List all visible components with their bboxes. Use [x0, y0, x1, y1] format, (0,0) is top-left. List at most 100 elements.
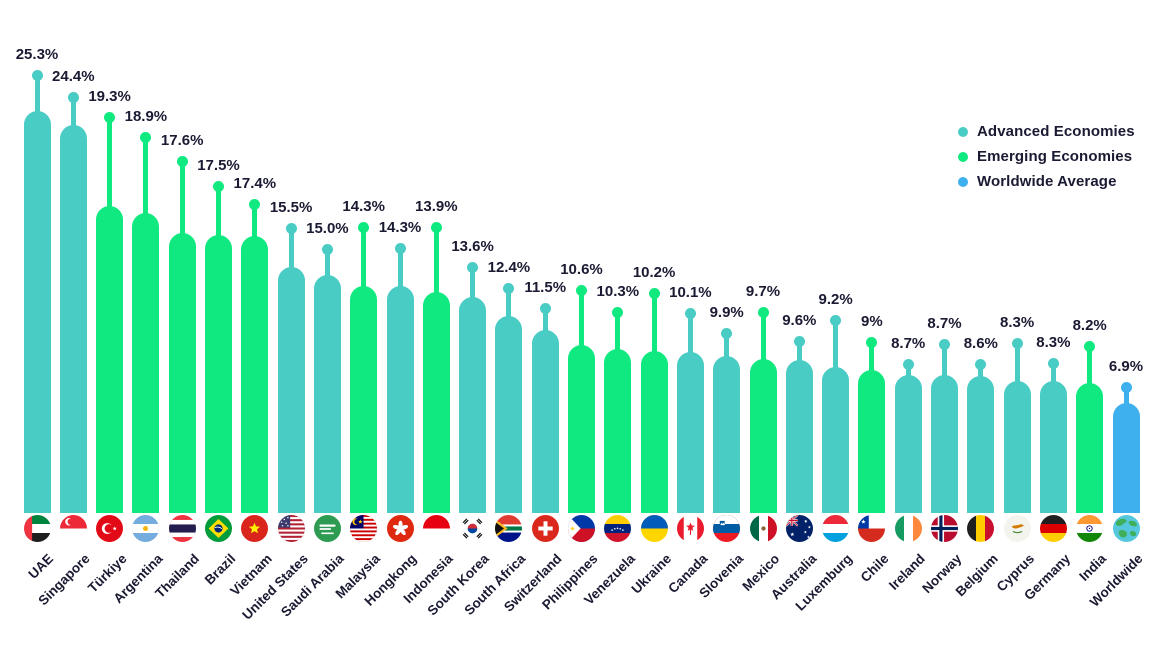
value-label-malaysia: 14.3%: [342, 198, 385, 215]
flag-icon-uae: [23, 515, 51, 542]
pin-dot-belgium: [975, 358, 987, 370]
value-label-united-states: 15.5%: [269, 199, 313, 216]
pin-stem-argentina: [143, 137, 149, 229]
legend-label-advanced: Advanced Economies: [977, 123, 1135, 140]
value-label-philippines: 10.6%: [560, 261, 603, 278]
pin-stem-philippines: [579, 290, 584, 361]
bar-philippines: [568, 344, 595, 513]
bar-germany: [1039, 381, 1067, 513]
pin-dot-cyprus: [1011, 337, 1023, 349]
bar-argentina: [132, 212, 160, 513]
flag-icon-switzerland: [531, 515, 559, 542]
pin-stem-saudi-arabia: [324, 249, 330, 291]
value-label-chile: 9%: [861, 313, 883, 330]
pin-stem-india: [1087, 346, 1093, 399]
pin-stem-cyprus: [1014, 343, 1020, 397]
pin-dot-indonesia: [430, 221, 442, 233]
pin-stem-canada: [687, 313, 693, 369]
flag-icon-germany: [1039, 515, 1067, 542]
pin-stem-slovenia: [724, 333, 730, 372]
pin-stem-hongkong: [397, 248, 403, 302]
flag-icon-thailand: [168, 515, 196, 542]
flag-icon-india: [1076, 515, 1104, 542]
pin-stem-uae: [34, 75, 40, 127]
flag-icon-south-korea: [459, 515, 487, 542]
flag-icon-luxemburg: [822, 515, 850, 542]
pin-stem-switzerland: [542, 308, 548, 347]
bar-uae: [23, 110, 51, 513]
pin-stem-south-africa: [506, 288, 512, 332]
flag-icon-turkiye: [96, 515, 124, 542]
value-label-south-korea: 13.6%: [451, 238, 494, 255]
flag-icon-canada: [676, 515, 704, 542]
pin-dot-india: [1084, 340, 1096, 352]
value-label-australia: 9.6%: [782, 312, 817, 329]
pin-dot-malaysia: [358, 221, 370, 233]
pin-dot-worldwide: [1120, 381, 1132, 393]
flag-icon-norway: [931, 515, 958, 542]
legend-dot-emerging-icon: [958, 151, 968, 162]
pin-stem-brazil: [216, 186, 221, 251]
flag-icon-chile: [858, 515, 886, 542]
bar-ukraine: [640, 350, 668, 513]
pin-dot-turkiye: [104, 111, 116, 123]
flag-icon-vietnam: [241, 515, 269, 542]
pin-stem-singapore: [70, 97, 76, 141]
legend-item-worldwide: Worldwide Average: [958, 174, 1135, 189]
bar-cyprus: [1003, 381, 1031, 513]
pin-stem-malaysia: [361, 227, 367, 302]
legend-item-advanced: Advanced Economies: [958, 124, 1135, 139]
flag-icon-argentina: [132, 515, 160, 542]
flag-icon-ukraine: [640, 515, 668, 542]
pin-stem-ukraine: [651, 293, 657, 367]
value-label-cyprus: 8.3%: [999, 314, 1035, 331]
flag-icon-slovenia: [713, 515, 741, 542]
pin-stem-south-korea: [470, 267, 476, 313]
pin-stem-mexico: [760, 312, 766, 375]
pin-dot-philippines: [576, 284, 587, 296]
pin-dot-argentina: [140, 131, 152, 143]
bar-united-states: [277, 266, 305, 513]
pin-dot-germany: [1047, 357, 1059, 369]
pin-stem-australia: [796, 341, 802, 377]
bar-thailand: [168, 233, 196, 513]
value-label-south-africa: 12.4%: [487, 259, 531, 276]
value-label-uae: 25.3%: [15, 46, 59, 63]
bar-saudi-arabia: [313, 274, 341, 513]
bar-indonesia: [422, 292, 450, 513]
pin-dot-south-africa: [503, 282, 515, 294]
flag-icon-cyprus: [1003, 515, 1031, 542]
flag-icon-saudi-arabia: [313, 515, 341, 542]
pin-dot-uae: [31, 69, 43, 81]
flag-icon-ireland: [894, 515, 922, 542]
pin-stem-united-states: [288, 228, 294, 283]
bar-india: [1076, 382, 1104, 513]
bar-slovenia: [713, 355, 741, 513]
value-label-switzerland: 11.5%: [524, 279, 567, 296]
pin-stem-luxemburg: [833, 320, 839, 383]
legend-dot-advanced-icon: [958, 126, 968, 137]
flag-icon-hongkong: [386, 515, 414, 542]
value-label-belgium: 8.6%: [963, 335, 998, 352]
bar-turkiye: [96, 206, 124, 513]
pin-dot-hongkong: [394, 242, 406, 254]
pin-dot-vietnam: [249, 198, 261, 210]
value-label-germany: 8.3%: [1036, 334, 1071, 351]
legend-dot-worldwide-icon: [958, 176, 968, 187]
flag-icon-worldwide: [1112, 515, 1140, 542]
bar-mexico: [749, 358, 777, 513]
value-label-thailand: 17.6%: [160, 132, 204, 149]
pin-dot-slovenia: [721, 327, 733, 339]
bar-vietnam: [241, 236, 269, 513]
legend-label-emerging: Emerging Economies: [977, 148, 1133, 165]
pin-dot-norway: [939, 338, 950, 350]
bar-belgium: [967, 376, 995, 513]
flag-icon-united-states: [277, 515, 305, 542]
pin-dot-thailand: [176, 155, 188, 167]
bar-hongkong: [386, 285, 414, 513]
value-label-indonesia: 13.9%: [415, 198, 458, 215]
pin-dot-south-korea: [467, 261, 479, 273]
pin-dot-venezuela: [612, 306, 624, 318]
pin-dot-ireland: [902, 358, 914, 370]
value-label-canada: 10.1%: [669, 284, 712, 301]
